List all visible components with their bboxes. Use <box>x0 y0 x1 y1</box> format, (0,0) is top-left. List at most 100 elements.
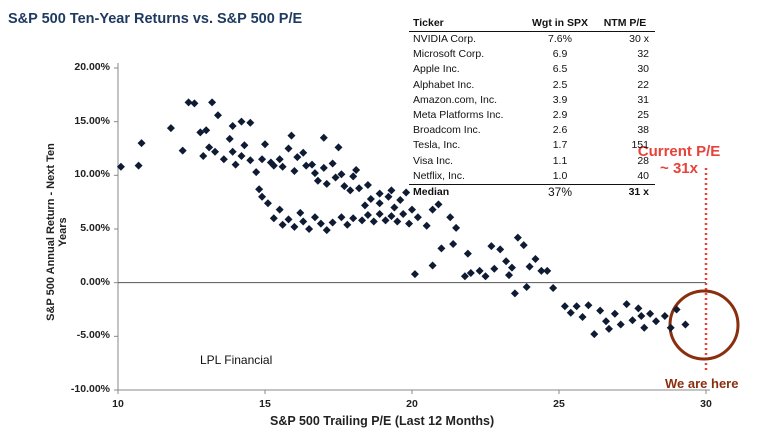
cell-ticker: Visa Inc. <box>413 154 454 167</box>
data-point <box>328 218 337 227</box>
data-point <box>666 323 675 332</box>
cell-ticker: Alphabet Inc. <box>413 78 475 91</box>
data-point <box>393 217 402 226</box>
y-tick-label: 5.00% <box>80 222 110 234</box>
cell-pe: 28 <box>637 154 649 167</box>
data-point <box>590 330 599 339</box>
data-point <box>446 213 455 222</box>
y-tick-label: -5.00% <box>76 329 110 342</box>
data-point <box>310 169 319 178</box>
data-point <box>284 144 293 153</box>
data-point <box>322 179 331 188</box>
data-point <box>490 264 499 273</box>
cell-weight: 1.0 <box>552 169 568 182</box>
data-point <box>331 173 340 182</box>
table-row: Visa Inc. 1.1 28 <box>409 154 655 169</box>
table-row: NVIDIA Corp. 7.6% 30 x <box>409 32 655 48</box>
data-point <box>337 170 346 179</box>
cell-pe: 151 <box>631 139 649 152</box>
data-point <box>346 186 355 195</box>
cell-ticker: NVIDIA Corp. <box>413 33 477 45</box>
table-header-row: Ticker Wgt in SPX NTM P/E <box>409 16 655 32</box>
data-point <box>255 185 264 194</box>
data-point <box>352 165 361 174</box>
data-point <box>543 266 552 275</box>
data-point <box>402 188 411 197</box>
data-point <box>349 214 358 223</box>
table-row: Apple Inc. 6.5 30 <box>409 62 655 77</box>
median-label: Median <box>409 184 525 201</box>
cell-pe: 38 <box>637 124 649 137</box>
data-point <box>437 244 446 253</box>
data-point <box>637 311 646 320</box>
data-point <box>463 249 472 258</box>
data-point <box>360 201 369 210</box>
cell-weight: 1.7 <box>552 139 568 152</box>
data-point <box>646 309 655 318</box>
data-point <box>537 266 546 275</box>
data-point <box>228 147 237 156</box>
data-point <box>369 217 378 226</box>
data-point <box>319 163 328 172</box>
data-point <box>428 205 437 214</box>
data-point <box>387 212 396 221</box>
y-tick-label: 20.00% <box>74 61 110 73</box>
data-point <box>178 146 187 155</box>
data-point <box>269 214 278 223</box>
data-point <box>502 257 511 266</box>
x-tick-label: 25 <box>553 398 565 410</box>
cell-pe: 40 <box>637 169 649 182</box>
data-point <box>410 270 419 279</box>
data-point <box>261 140 269 149</box>
x-tick-label: 15 <box>259 398 271 410</box>
table-row: Microsoft Corp. 6.9 32 <box>409 47 655 62</box>
data-point <box>519 241 528 250</box>
data-point <box>390 203 399 212</box>
data-point <box>578 313 587 322</box>
data-point <box>513 233 522 242</box>
y-tick-label: -10.00% <box>70 383 110 395</box>
data-point <box>219 155 228 164</box>
data-point <box>258 155 267 164</box>
data-point <box>310 213 319 222</box>
cell-pe: 22 <box>637 78 649 91</box>
data-point <box>296 208 305 217</box>
data-point <box>355 184 364 193</box>
data-point <box>422 221 431 230</box>
data-point <box>299 217 308 226</box>
data-point <box>681 320 690 329</box>
cell-ticker: Amazon.com, Inc. <box>413 93 498 106</box>
data-point <box>507 263 516 272</box>
source-label: LPL Financial <box>200 353 273 367</box>
current-pe-line2: ~ 31x <box>660 160 698 177</box>
data-point <box>375 189 384 198</box>
data-point <box>375 209 384 218</box>
table-row: Broadcom Inc. 2.6 38 <box>409 123 655 138</box>
data-point <box>208 98 217 107</box>
data-point <box>290 222 299 231</box>
header-ticker: Ticker <box>409 16 525 32</box>
data-point <box>660 311 669 320</box>
y-tick-label: 15.00% <box>74 114 110 127</box>
data-point <box>487 242 496 251</box>
data-point <box>604 324 613 333</box>
data-point <box>572 302 581 311</box>
data-point <box>505 271 514 280</box>
table-median-row: Median 37% 31 x <box>409 184 655 201</box>
x-tick-label: 10 <box>112 398 124 410</box>
data-point <box>408 205 416 214</box>
data-point <box>166 124 175 133</box>
data-point <box>510 289 519 298</box>
data-point <box>184 98 193 107</box>
data-point <box>275 205 284 214</box>
data-point <box>299 148 308 157</box>
data-point <box>610 309 619 318</box>
data-point <box>134 161 143 170</box>
we-are-here-circle <box>668 289 740 361</box>
data-point <box>549 284 558 293</box>
data-point <box>287 131 296 140</box>
data-point <box>628 316 637 325</box>
data-point <box>358 216 367 225</box>
we-are-here-label: We are here <box>665 376 739 391</box>
x-axis-label: S&P 500 Trailing P/E (Last 12 Months) <box>270 414 495 428</box>
